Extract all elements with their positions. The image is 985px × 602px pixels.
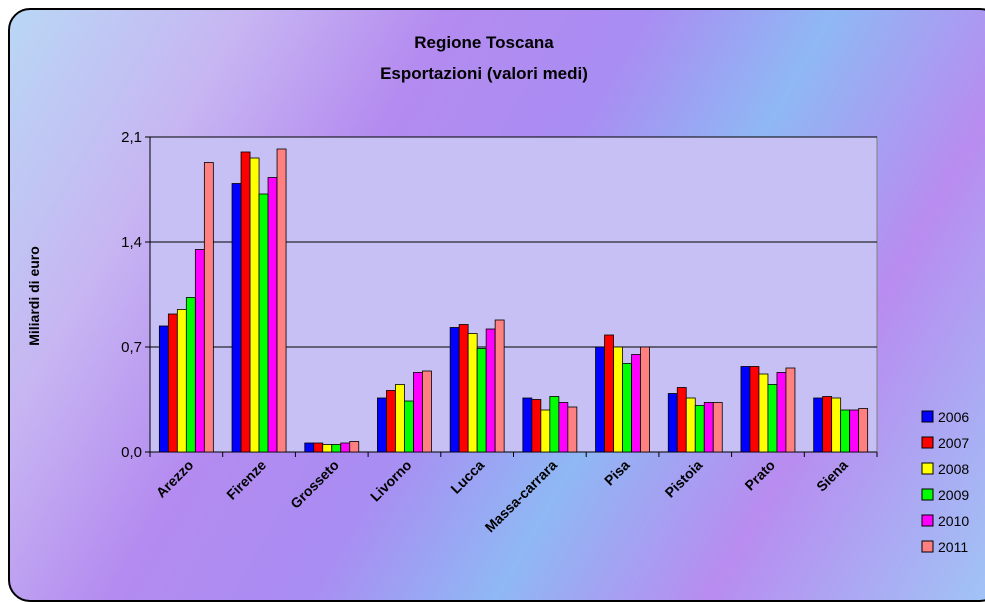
bar [304,442,315,453]
bar [413,372,423,453]
bar [240,151,251,453]
bar [712,402,723,453]
x-tick-label: Arezzo [153,457,197,501]
bar [531,399,542,453]
legend-label: 2010 [938,513,969,529]
bar [404,400,414,453]
bar [185,297,196,453]
x-tick-label: Siena [813,457,851,495]
bar [377,397,387,453]
bar [758,373,769,453]
bar [203,162,214,453]
bar [767,384,778,453]
bar [776,372,787,453]
bar [740,366,751,453]
bar [831,397,842,453]
bar [694,405,705,453]
bar [549,396,560,453]
bar [249,157,260,453]
y-tick-label: 0,0 [121,444,142,461]
x-tick-label: Firenze [223,457,269,503]
legend-label: 2006 [938,409,969,425]
bar [522,397,533,453]
bar [622,363,632,453]
legend-swatch [921,462,934,475]
x-tick-label: Massa-carrara [482,457,561,536]
bar [840,409,851,453]
bar [322,444,333,453]
bar [158,325,169,453]
y-axis-label: Miliardi di euro [26,246,42,346]
bar [395,384,405,453]
x-tick-label: Livorno [367,457,415,505]
bar [595,346,605,453]
x-tick-label: Prato [741,457,778,494]
legend-label: 2008 [938,461,969,477]
bar [485,328,496,453]
y-tick-label: 2,1 [121,129,142,146]
bar [640,346,650,453]
legend-swatch [921,410,934,423]
x-tick-label: Pistoia [662,457,706,501]
bar [849,409,860,453]
bar [540,409,551,453]
bar [667,393,678,453]
bar [422,370,432,453]
bar [167,313,178,453]
bar [703,402,714,453]
y-tick-label: 1,4 [121,234,142,251]
bar [458,324,469,453]
bar [476,348,487,453]
legend-swatch [921,488,934,501]
bar [276,148,287,453]
bar [467,333,478,453]
bar [449,327,460,453]
bar [685,397,696,453]
legend-swatch [921,540,934,553]
bar [267,177,278,453]
bar [858,408,869,453]
legend-label: 2007 [938,435,969,451]
y-tick-label: 0,7 [121,339,142,356]
bar [749,366,760,453]
legend-label: 2011 [938,539,968,555]
bar [331,444,342,453]
bar [313,442,324,453]
bar [176,309,187,453]
legend-swatch [921,436,934,449]
bar [386,390,396,453]
bar [785,367,796,453]
legend-label: 2009 [938,487,969,503]
bar [231,183,242,453]
chart-subtitle: Esportazioni (valori medi) [380,64,588,83]
x-tick-label: Lucca [447,457,487,497]
bar [194,249,205,453]
bar [349,441,360,453]
bar [813,397,824,453]
bar [822,396,833,453]
legend-swatch [921,514,934,527]
bar [567,406,578,453]
bar [258,193,269,453]
bar [494,319,505,453]
bar [604,334,614,453]
bar [340,442,351,453]
x-tick-label: Grosseto [287,457,342,512]
bar [631,354,641,453]
x-tick-label: Pisa [601,457,633,489]
bar [613,346,623,453]
chart-title: Regione Toscana [414,33,554,52]
bar [676,387,687,453]
bar [558,402,569,453]
